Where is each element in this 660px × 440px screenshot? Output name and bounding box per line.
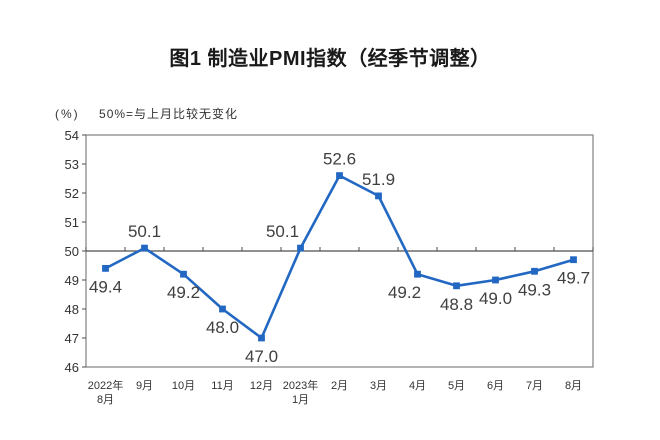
y-axis-tick-label: 48 [65,302,79,317]
y-axis-tick-label: 49 [65,273,79,288]
x-axis-tick-label: 1月 [292,394,309,406]
y-axis-tick-label: 50 [65,244,79,259]
data-point-marker [570,256,577,264]
y-axis-tick-label: 51 [65,215,79,230]
x-axis-tick-label: 9月 [136,380,153,392]
chart-title: 图1 制造业PMI指数（经季节调整） [169,48,491,70]
data-point-marker [102,265,109,272]
baseline-note: 50%=与上月比较无变化 [99,107,239,121]
x-axis-tick-label: 11月 [211,380,233,392]
data-point-marker [414,270,421,278]
x-axis-tick-label: 2023年 [283,378,318,392]
y-axis-unit-label: (%) [55,107,80,121]
x-axis-tick-label: 2月 [331,380,348,392]
data-label: 50.1 [266,222,299,241]
y-axis-tick-label: 52 [65,186,79,201]
y-axis-tick-label: 53 [65,157,79,172]
data-point-marker [336,172,343,179]
pmi-line [104,174,575,340]
data-label: 49.2 [388,283,421,302]
chart-subtitle: (%) 50%=与上月比较无变化 [55,105,238,122]
data-label: 49.0 [479,289,512,308]
y-axis-tick-label: 54 [65,128,79,143]
data-label: 49.2 [167,283,200,302]
y-axis-tick-label: 46 [65,360,79,375]
x-axis-tick-label: 3月 [370,380,387,392]
x-axis-tick-label: 2022年 [88,378,123,392]
x-axis-tick-label: 8月 [565,380,582,392]
data-point-marker [219,305,226,313]
x-axis-tick-label: 12月 [250,380,273,392]
x-axis-tick-label: 10月 [172,380,195,392]
data-label: 51.9 [362,170,395,189]
data-point-marker [258,334,265,342]
y-axis-tick-label: 47 [65,331,79,346]
data-point-marker [492,276,499,284]
data-point-marker [180,270,187,278]
x-axis-tick-label: 6月 [487,380,504,392]
x-axis-tick-label: 4月 [409,380,426,392]
data-label: 49.7 [557,269,590,288]
data-point-marker [141,244,148,252]
x-axis-tick-label: 7月 [526,380,543,392]
x-axis-tick-label: 8月 [97,394,114,406]
data-label: 50.1 [128,222,161,241]
data-point-marker [375,192,382,200]
data-label: 52.6 [323,150,356,169]
x-axis-tick-label: 5月 [448,380,465,392]
data-label: 48.8 [440,295,473,314]
data-label: 49.4 [89,277,122,296]
data-point-marker [453,282,460,290]
data-point-marker [297,244,304,252]
data-point-marker [531,267,538,275]
data-label: 48.0 [206,318,239,337]
data-label: 47.0 [245,347,278,366]
data-label: 49.3 [518,280,551,299]
